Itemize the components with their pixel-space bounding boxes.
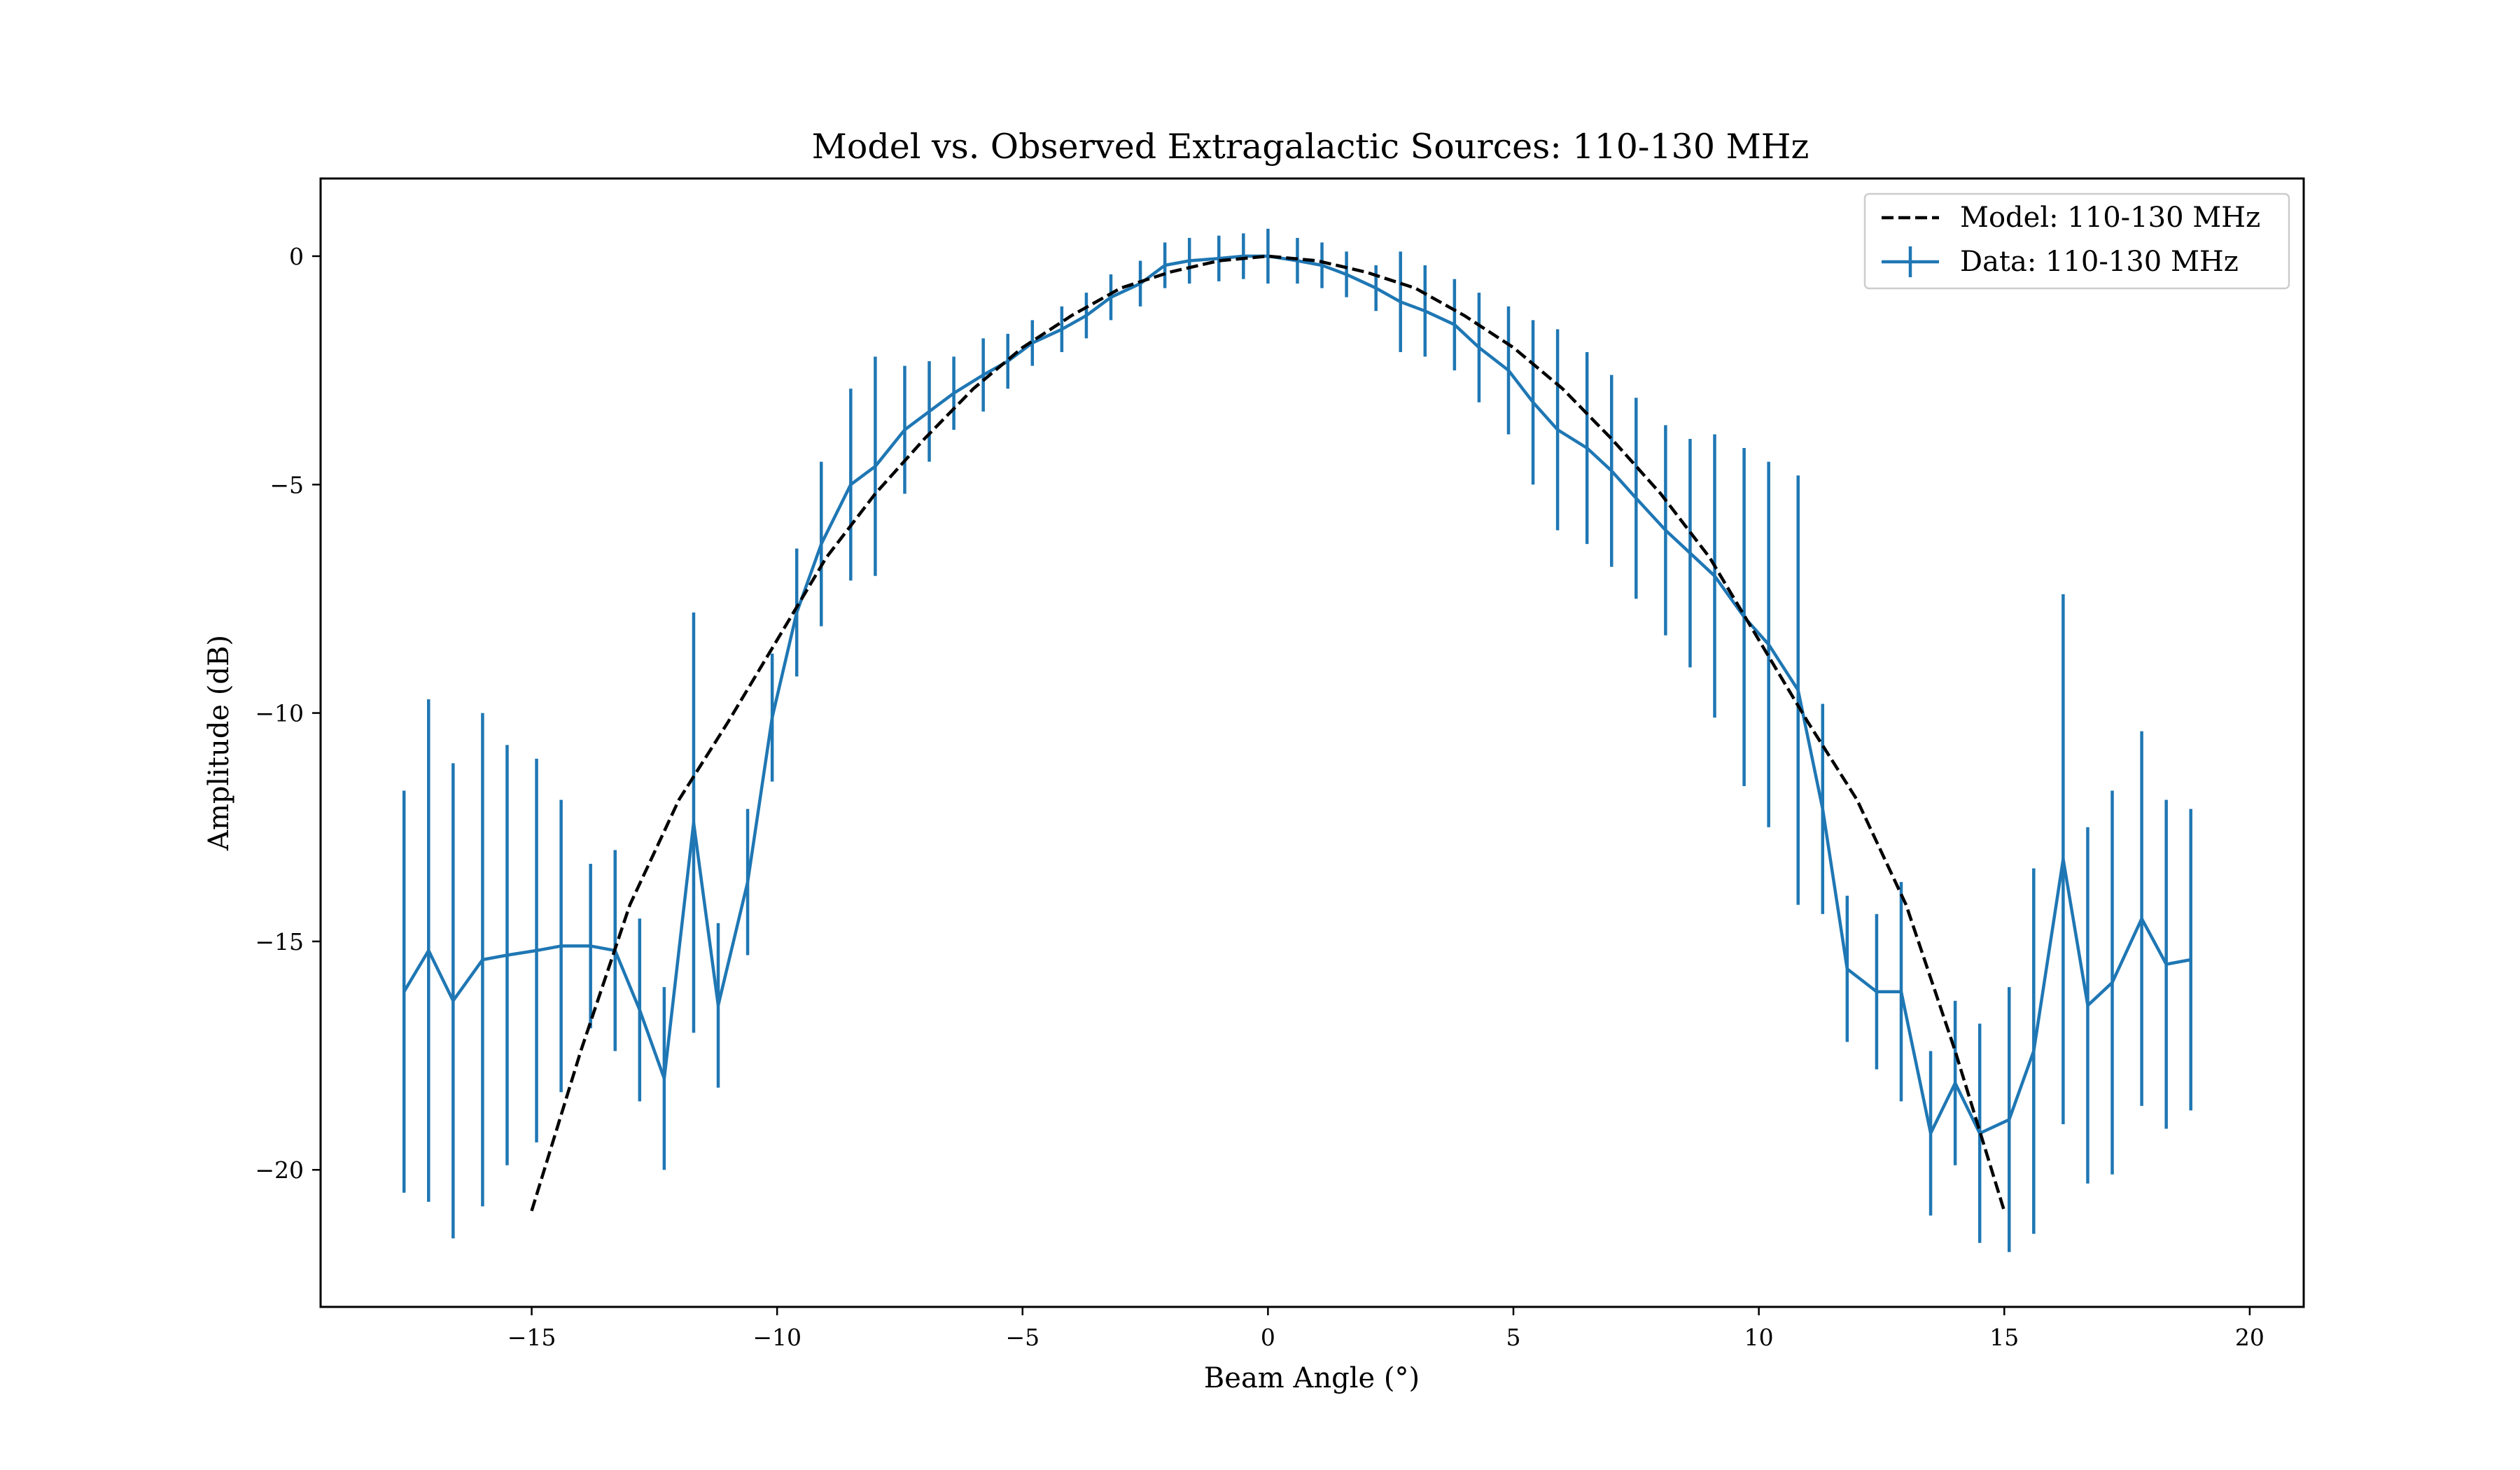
x-tick-label: 15 xyxy=(1989,1324,2019,1351)
data-point xyxy=(929,411,930,412)
data-point xyxy=(2112,982,2113,983)
data-point xyxy=(1876,991,1877,993)
data-point xyxy=(1424,310,1426,312)
axes: −15 −10 −5 0 5 10 15 20 0 −5 −10 −15 −20 xyxy=(255,243,2264,1351)
data-point xyxy=(820,543,822,545)
data-point xyxy=(874,465,876,467)
x-tick-label: −10 xyxy=(752,1324,802,1351)
data-point xyxy=(1164,265,1166,266)
x-axis-label: Beam Angle (°) xyxy=(1204,1362,1420,1394)
data-point xyxy=(2008,1119,2010,1120)
x-tick-label: 5 xyxy=(1506,1324,1521,1351)
legend-box xyxy=(1863,192,2290,290)
data-point xyxy=(1714,575,1716,577)
data-point xyxy=(2062,858,2064,860)
y-tick-label: 0 xyxy=(289,243,304,270)
data-point xyxy=(1611,470,1612,472)
y-tick-label: −10 xyxy=(255,700,304,727)
data-point xyxy=(904,429,905,430)
legend-data-label: Data: 110-130 MHz xyxy=(1960,246,2239,278)
x-tick-label: −5 xyxy=(1005,1324,1040,1351)
y-tick-label: −15 xyxy=(255,928,304,955)
data-point xyxy=(428,950,429,951)
data-point xyxy=(718,1004,719,1006)
plot-area xyxy=(402,228,2192,1252)
data-point xyxy=(1110,297,1112,298)
data-point xyxy=(1061,328,1063,330)
data-point xyxy=(850,484,851,485)
data-point xyxy=(1586,447,1588,449)
data-point xyxy=(1900,991,1902,993)
data-point xyxy=(1242,255,1244,257)
data-point xyxy=(1346,274,1348,275)
x-tick-label: 20 xyxy=(2235,1324,2264,1351)
x-tick-label: −15 xyxy=(507,1324,556,1351)
chart-title: Model vs. Observed Extragalactic Sources… xyxy=(812,127,1809,167)
data-point xyxy=(1954,1082,1956,1084)
axes-frame xyxy=(319,177,2305,1308)
x-tick-label: 0 xyxy=(1261,1324,1275,1351)
data-point xyxy=(536,950,538,951)
data-point xyxy=(1822,808,1823,810)
data-point xyxy=(1478,346,1480,348)
y-axis-label: Amplitude (dB) xyxy=(203,635,235,851)
y-tick-label: −5 xyxy=(270,471,304,498)
data-point xyxy=(1665,530,1666,531)
x-tick-label: 10 xyxy=(1744,1324,1774,1351)
data-point xyxy=(1189,260,1190,261)
model-series-line xyxy=(530,254,2006,1212)
data-point xyxy=(2141,918,2143,919)
y-tick-label: −20 xyxy=(255,1156,304,1184)
data-series-line xyxy=(402,254,2192,1135)
data-point xyxy=(2087,1004,2088,1006)
data-point xyxy=(1007,360,1009,362)
legend-model-label: Model: 110-130 MHz xyxy=(1960,202,2260,234)
data-point xyxy=(1454,324,1455,326)
data-point xyxy=(1296,260,1298,261)
legend: Model: 110-130 MHz Data: 110-130 MHz xyxy=(1863,192,2290,290)
data-point xyxy=(452,1000,454,1002)
data-point xyxy=(1768,644,1770,645)
data-point xyxy=(403,991,405,993)
data-point xyxy=(639,1009,640,1011)
data-point xyxy=(693,822,694,823)
